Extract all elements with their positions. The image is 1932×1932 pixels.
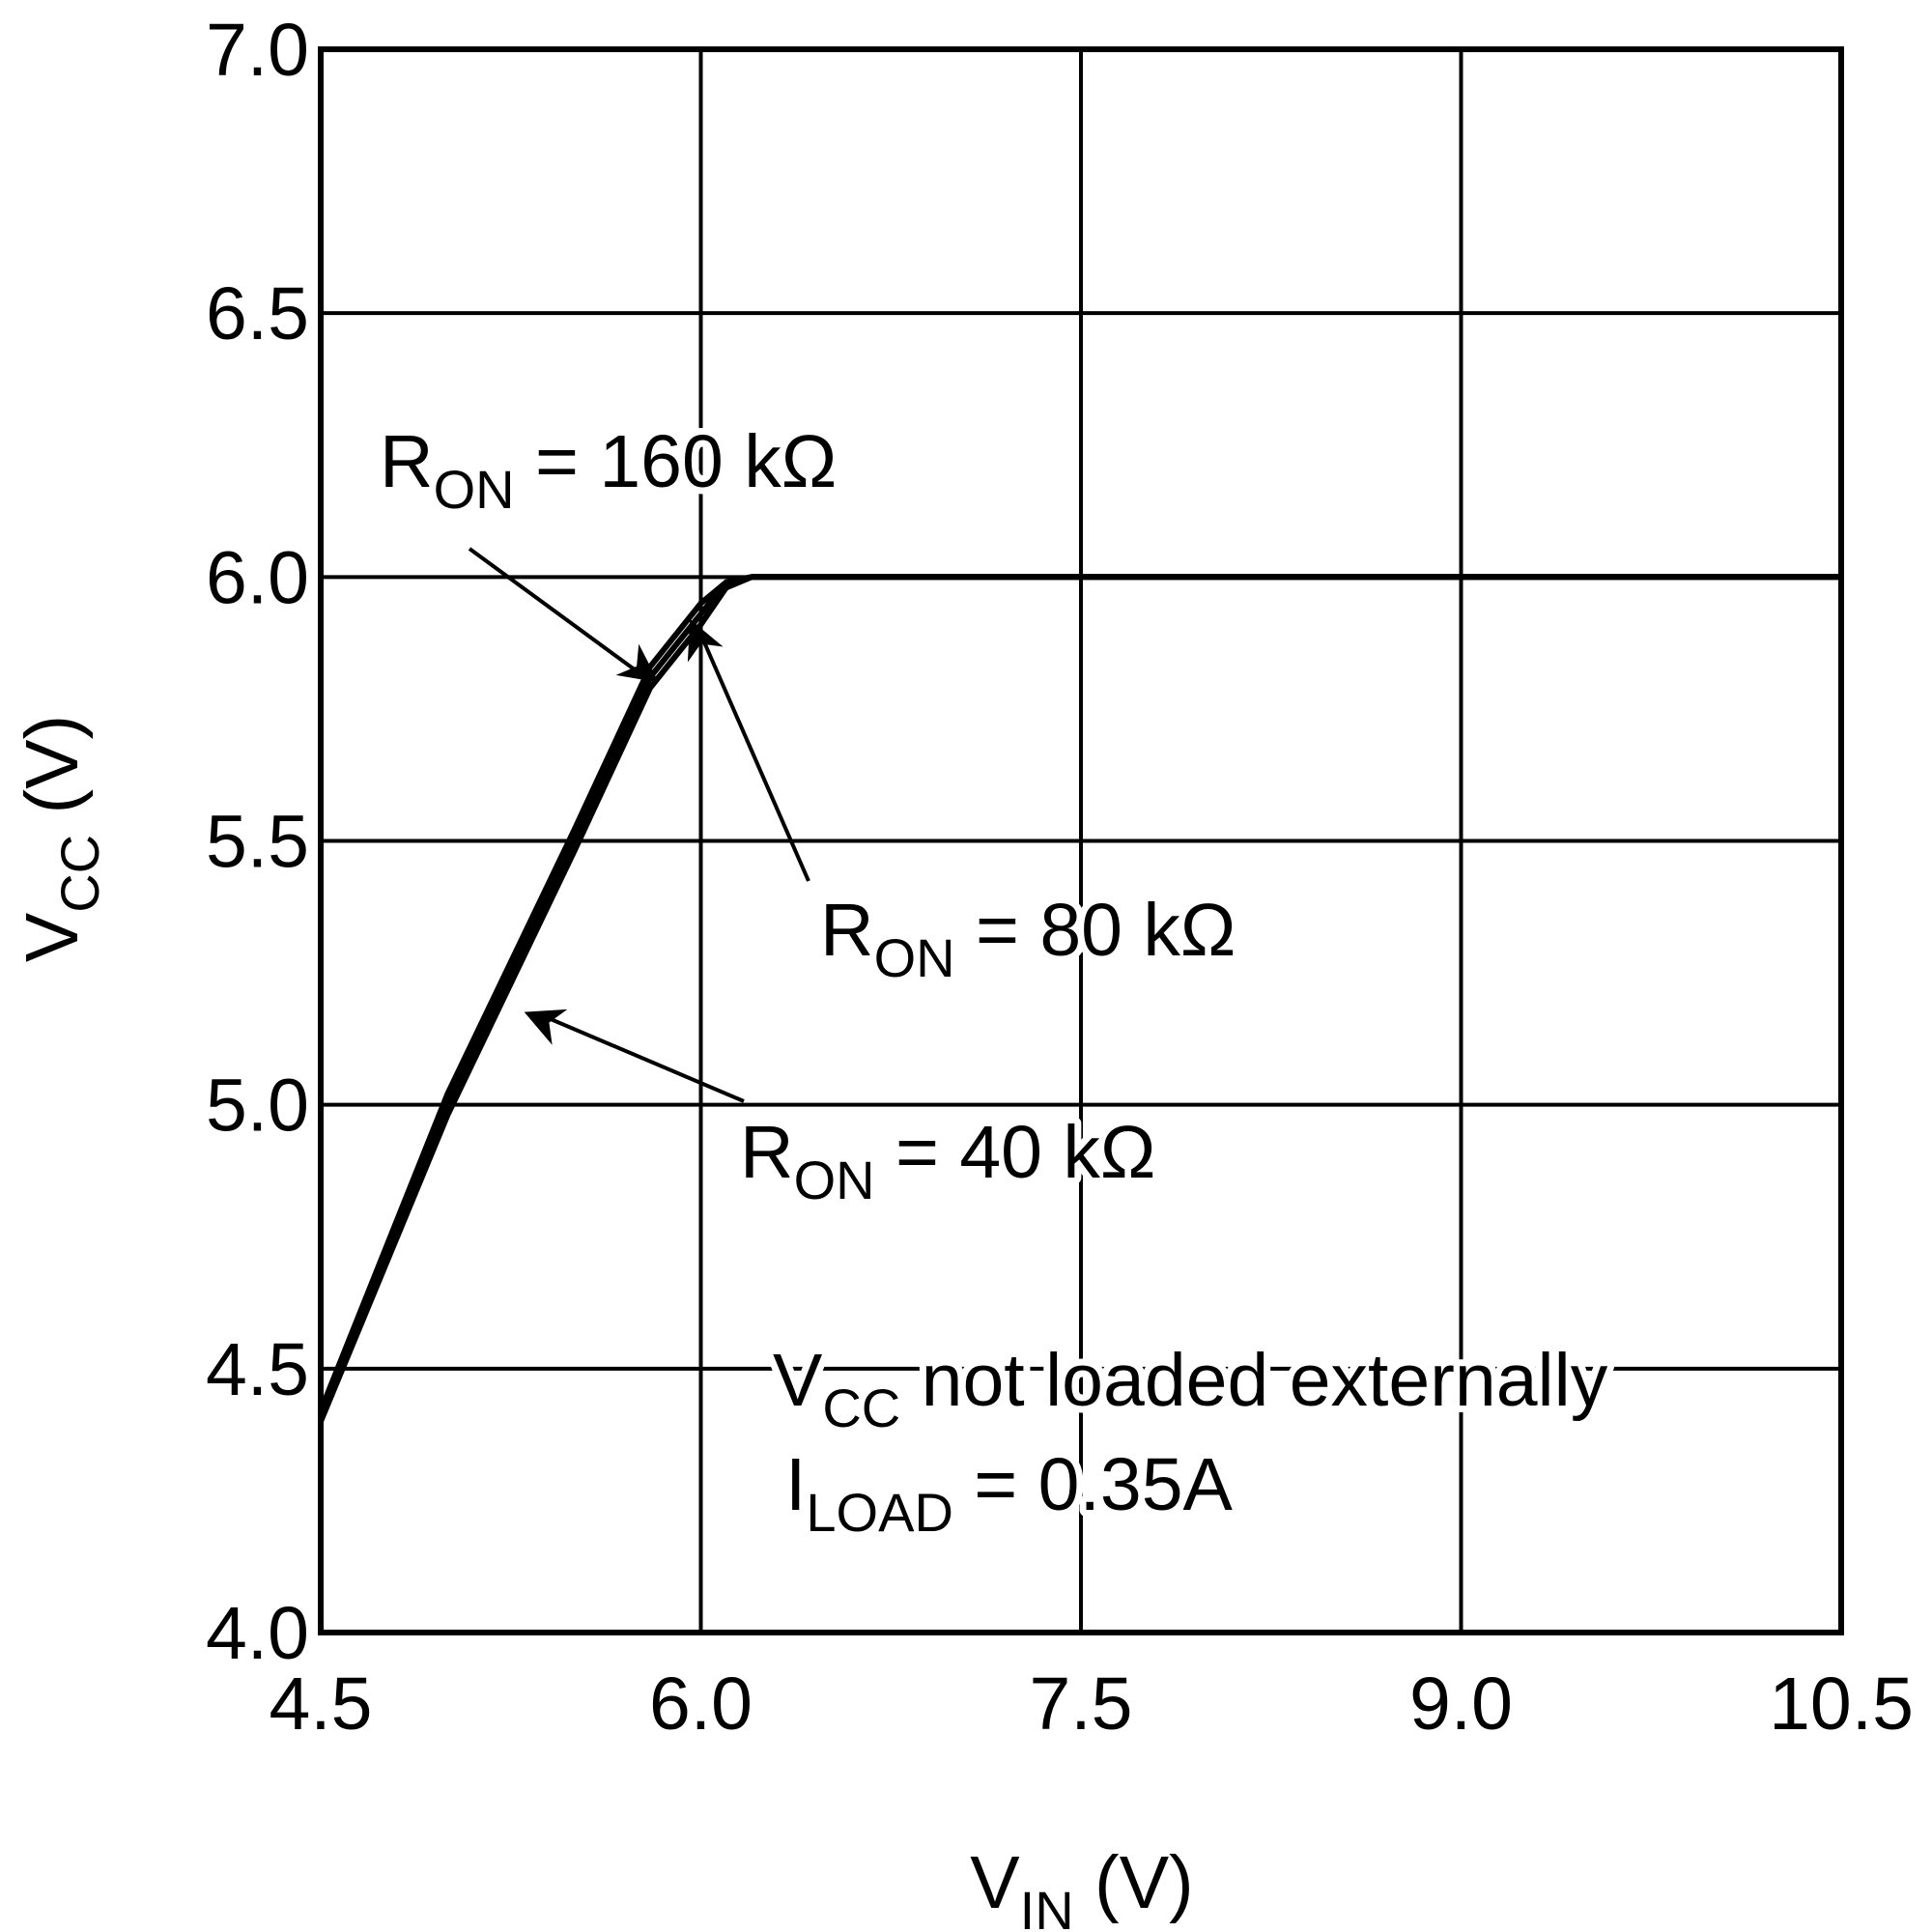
series-label-sub: ON <box>874 927 955 988</box>
y-tick-label: 5.0 <box>206 1065 309 1148</box>
plot-frame <box>318 46 1844 1635</box>
labels: 4.04.55.05.56.06.57.04.5 6.0 7.5 9.0 10.5VIN… <box>4 9 1914 1932</box>
series-label-base: R <box>380 420 434 503</box>
note-text: = 0.35A <box>953 1443 1234 1526</box>
note-sub: CC <box>822 1378 900 1438</box>
note-sub: LOAD <box>806 1482 953 1543</box>
y-tick-label: 5.5 <box>206 801 309 884</box>
y-tick-label: 6.0 <box>206 536 309 619</box>
y-axis-label-text: (V) <box>11 715 94 835</box>
arrows <box>468 547 810 1103</box>
series-label-base: R <box>820 889 874 972</box>
y-axis-label-sub: CC <box>49 835 110 913</box>
series-label-text: = 160 kΩ <box>515 420 838 503</box>
y-tick-label: 4.5 <box>206 1328 309 1411</box>
x-tick-label: 10.5 <box>1769 1662 1914 1746</box>
arrow <box>524 1009 745 1103</box>
note-base: V <box>773 1339 823 1422</box>
series-label-base: R <box>740 1111 794 1194</box>
series-label: RON = 40 kΩ <box>740 1111 1155 1210</box>
x-tick-label: 9.0 <box>1409 1662 1513 1746</box>
series-label-text: = 80 kΩ <box>955 889 1236 972</box>
note: ILOAD = 0.35A <box>785 1443 1234 1543</box>
x-tick-label: 6.0 <box>649 1662 753 1746</box>
y-axis-label-base: V <box>11 912 94 962</box>
y-axis-label: VCC (V) <box>11 715 110 962</box>
note-text: not loaded externally <box>900 1339 1607 1422</box>
series-label-sub: ON <box>794 1150 875 1210</box>
y-tick-label: 6.5 <box>206 272 309 355</box>
note: VCC not loaded externally <box>773 1339 1608 1438</box>
arrow <box>687 618 810 882</box>
series-label: RON = 160 kΩ <box>380 420 837 520</box>
x-axis-label: VIN (V) <box>970 1841 1193 1932</box>
y-tick-label: 7.0 <box>206 9 309 92</box>
x-axis-label-sub: IN <box>1020 1880 1074 1932</box>
y-tick-label: 4.0 <box>206 1592 309 1675</box>
series-label-sub: ON <box>434 459 515 520</box>
note-base: I <box>785 1443 806 1526</box>
series-label-text: = 40 kΩ <box>875 1111 1156 1194</box>
series-lines <box>318 574 1841 1423</box>
x-axis-label-text: (V) <box>1074 1841 1194 1924</box>
x-tick-label: 4.5 <box>269 1662 372 1746</box>
arrow <box>468 547 659 683</box>
series-line <box>318 574 1841 1423</box>
x-tick-label: 7.5 <box>1029 1662 1132 1746</box>
series-label: RON = 80 kΩ <box>820 889 1236 988</box>
x-axis-label-base: V <box>970 1841 1020 1924</box>
